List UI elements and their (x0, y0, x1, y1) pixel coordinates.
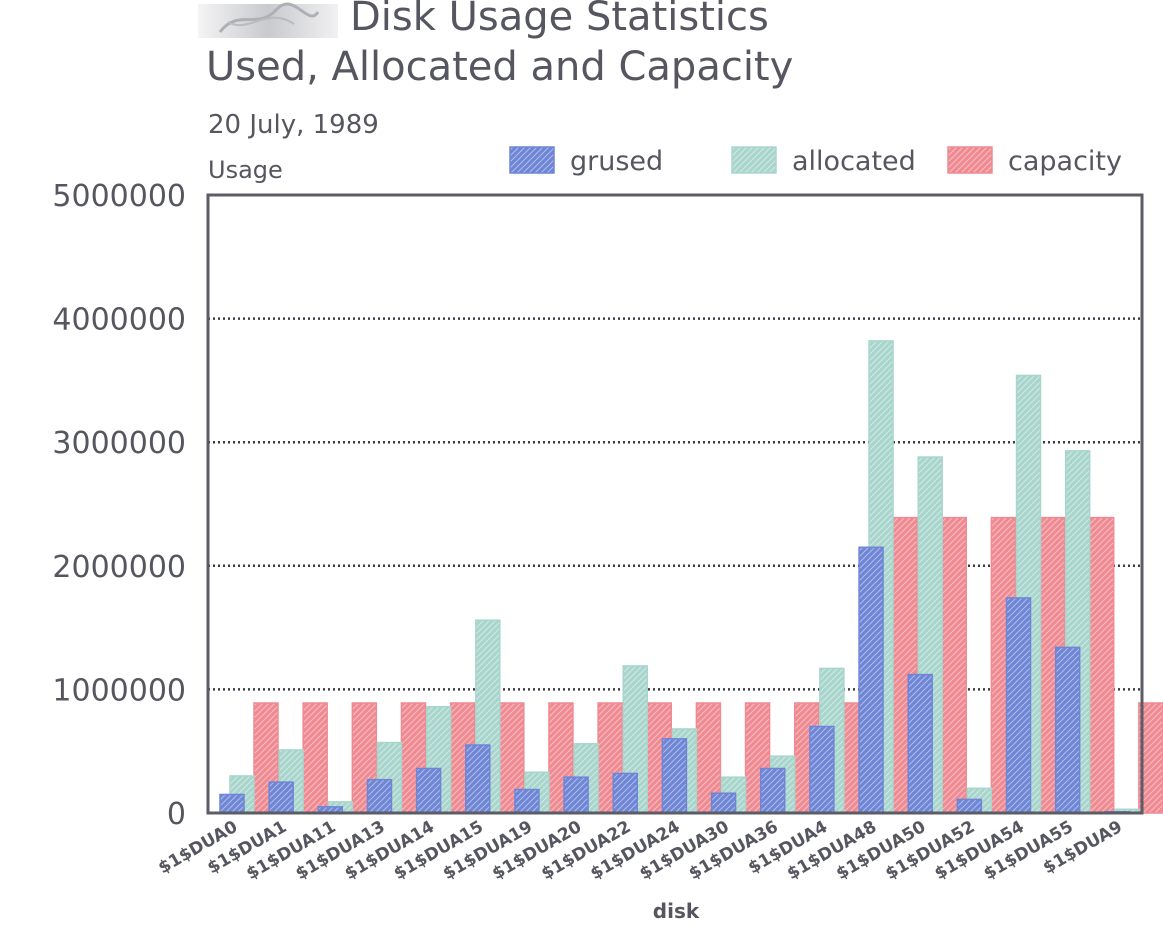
bar-capacity (744, 702, 771, 814)
bar-group (858, 340, 918, 814)
plot-frame (206, 193, 1144, 815)
bar-grused (366, 778, 393, 814)
bar-grused (907, 673, 933, 814)
y-tick-label: 0 (167, 797, 186, 832)
bar-group (219, 702, 279, 814)
bar-grused (612, 772, 639, 814)
bar-grused (514, 788, 540, 814)
bar-group (317, 702, 378, 814)
bar-capacity (302, 702, 328, 814)
bar-grused (563, 776, 589, 814)
legend: grused allocated capacity (509, 146, 1122, 177)
legend-label-allocated: allocated (792, 146, 916, 177)
bar-group (710, 702, 771, 814)
y-tick-label: 5000000 (52, 179, 186, 214)
bar-grused (956, 798, 983, 814)
bar-grused (1005, 597, 1032, 814)
chart-date: 20 July, 1989 (208, 110, 379, 140)
y-axis-ticks: 0 1000000 2000000 3000000 4000000 5000000 (52, 179, 186, 832)
chart-subtitle: Used, Allocated and Capacity (206, 44, 794, 90)
legend-swatch-grused (509, 146, 555, 174)
bar-grused (415, 767, 442, 814)
chart-title: Disk Usage Statistics (350, 0, 769, 40)
bar-grused (268, 781, 294, 814)
bar-group (1054, 450, 1115, 814)
bar-grused (219, 793, 245, 814)
bar-grused (1054, 646, 1081, 814)
bar-grused (661, 738, 688, 814)
legend-label-capacity: capacity (1008, 146, 1122, 177)
y-tick-label: 1000000 (52, 673, 186, 708)
y-axis-label: Usage (208, 156, 283, 184)
x-axis-label: disk (653, 899, 700, 923)
y-tick-label: 3000000 (52, 426, 186, 461)
bar-groups (219, 340, 1163, 814)
bar-grused (809, 725, 835, 814)
bar-grused (759, 767, 786, 814)
bar-group (563, 702, 623, 814)
bar-capacity (1088, 516, 1115, 814)
bar-group (907, 456, 967, 814)
bar-group (366, 702, 427, 814)
bar-capacity (941, 516, 967, 814)
bar-group (268, 702, 328, 814)
legend-swatch-allocated (731, 146, 777, 174)
redacted-scribble (198, 0, 338, 46)
y-tick-label: 4000000 (52, 303, 186, 338)
bar-grused (710, 792, 737, 814)
bar-grused (465, 744, 491, 814)
bar-capacity (351, 702, 378, 814)
legend-label-grused: grused (570, 146, 663, 177)
gridlines (208, 317, 1142, 691)
bar-grused (858, 546, 884, 814)
legend-swatch-capacity (947, 146, 993, 174)
y-tick-label: 2000000 (52, 550, 186, 585)
x-axis-ticks: $1$DUA0$1$DUA1$1$DUA11$1$DUA13$1$DUA14$1… (155, 817, 1126, 884)
